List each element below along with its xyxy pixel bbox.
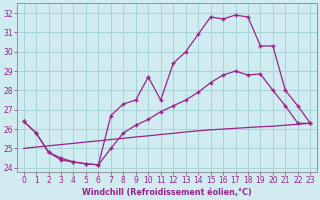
X-axis label: Windchill (Refroidissement éolien,°C): Windchill (Refroidissement éolien,°C) — [82, 188, 252, 197]
